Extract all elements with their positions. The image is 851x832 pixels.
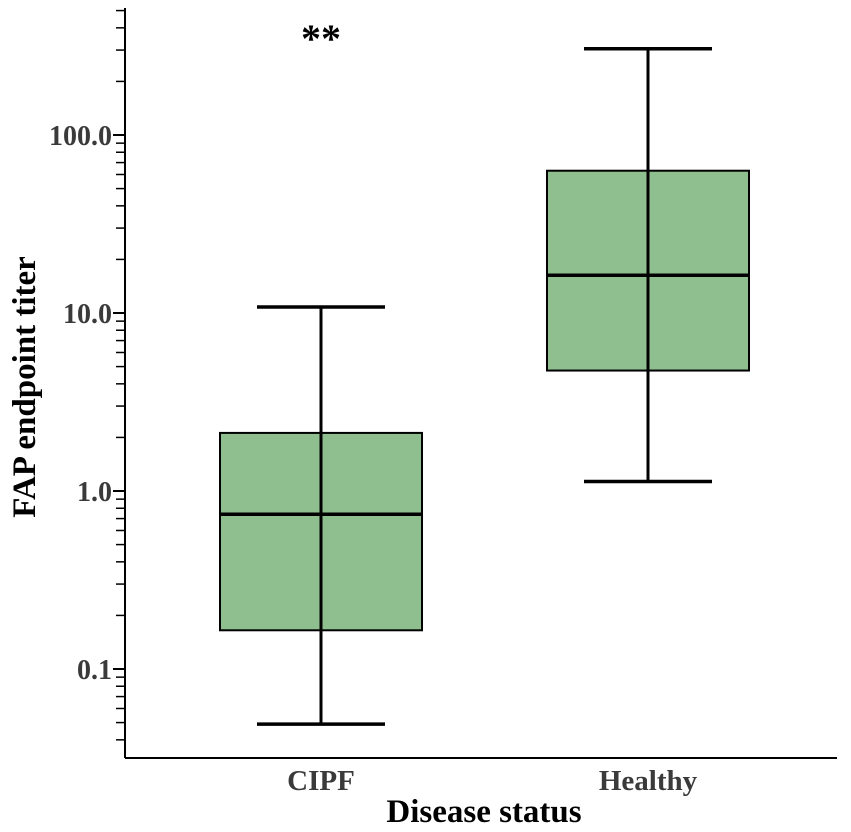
significance-annotation: ** [301, 16, 341, 61]
y-tick-label-1.0: 1.0 [77, 477, 112, 508]
box-series [219, 47, 750, 726]
box-cipf [219, 305, 423, 726]
y-tick-label-10.0: 10.0 [63, 299, 112, 330]
x-tick-label-cipf: CIPF [287, 765, 355, 797]
y-axis-minor-ticks [116, 9, 125, 741]
y-tick-label-0.1: 0.1 [77, 655, 112, 686]
x-tick-label-healthy: Healthy [599, 765, 698, 797]
y-axis-title: FAP endpoint titer [7, 256, 43, 518]
x-axis-title: Disease status [386, 794, 581, 830]
y-axis-major-ticks [113, 134, 125, 670]
box-healthy [546, 47, 750, 484]
y-tick-label-100.0: 100.0 [49, 121, 112, 152]
